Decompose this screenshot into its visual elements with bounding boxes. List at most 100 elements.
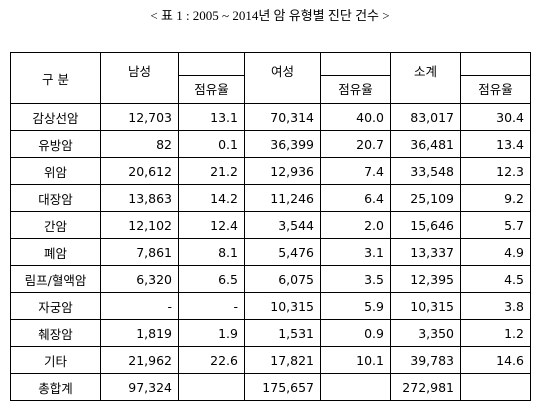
cell: 13.4 (460, 130, 531, 158)
cell: 20.7 (320, 130, 391, 158)
header-text: 점유율 (320, 75, 390, 103)
cell: 13,863 (100, 184, 179, 212)
cell: 175,657 (244, 373, 321, 401)
cell: 5,476 (244, 238, 321, 266)
header-text: 점유율 (460, 75, 530, 103)
row-label: 감상선암 (10, 103, 101, 131)
header-cell: 구 분 (10, 52, 101, 104)
cell: 22.6 (178, 346, 245, 374)
row-label: 총합계 (10, 373, 101, 401)
row-label: 췌장암 (10, 319, 101, 347)
cell: - (178, 292, 245, 320)
cell: 8.1 (178, 238, 245, 266)
total-row: 총합계 97,324 175,657 272,981 (10, 373, 531, 401)
cell: 6.4 (320, 184, 391, 212)
cell: 1,819 (100, 319, 179, 347)
cell: 10,315 (390, 292, 461, 320)
row-label: 위암 (10, 157, 101, 185)
cell: 272,981 (390, 373, 461, 401)
cell: 3,350 (390, 319, 461, 347)
data-row: 자궁암 - -10,315 5.9 10,315 3.8 (10, 292, 531, 320)
cell: 12,102 (100, 211, 179, 239)
cell: 21.2 (178, 157, 245, 185)
cell: 3,544 (244, 211, 321, 239)
cell: 12.4 (178, 211, 245, 239)
cell: 12,703 (100, 103, 179, 131)
cell: 36,399 (244, 130, 321, 158)
cell: 5.7 (460, 211, 531, 239)
cell: 17,821 (244, 346, 321, 374)
cell: 40.0 (320, 103, 391, 131)
data-row: 기타 21,962 22.6 17,821 10.1 39,783 14.6 (10, 346, 531, 374)
cell: 0.1 (178, 130, 245, 158)
table-title: < 표 1 : 2005 ~ 2014년 암 유형별 진단 건수 > (150, 8, 390, 23)
row-label: 폐암 (10, 238, 101, 266)
cell (320, 373, 391, 401)
cell: - (100, 292, 179, 320)
cell: 14.6 (460, 346, 531, 374)
cell: 97,324 (100, 373, 179, 401)
cell (460, 373, 531, 401)
cell: 33,548 (390, 157, 461, 185)
cell: 2.0 (320, 211, 391, 239)
cell: 4.5 (460, 265, 531, 293)
header-cell: 점유율 (320, 52, 391, 104)
cell: 14.2 (178, 184, 245, 212)
cell: 82 (100, 130, 179, 158)
row-label: 림프/혈액암 (10, 265, 101, 293)
data-row: 폐암 7,861 8.1 5,476 3.1 13,337 4.9 (10, 238, 531, 266)
cell: 30.4 (460, 103, 531, 131)
row-label: 간암 (10, 211, 101, 239)
cell: 3.1 (320, 238, 391, 266)
header-cell: 점유율 (178, 52, 245, 104)
row-label: 유방암 (10, 130, 101, 158)
cell: 1.2 (460, 319, 531, 347)
cell: 13,337 (390, 238, 461, 266)
cell: 3.8 (460, 292, 531, 320)
cell: 70,314 (244, 103, 321, 131)
cell: 9.2 (460, 184, 531, 212)
cell: 15,646 (390, 211, 461, 239)
cell: 1,531 (244, 319, 321, 347)
header-row: 구 분 남성 점유율 여성 점유율 소계 점유율 (10, 52, 531, 104)
cell: 7.4 (320, 157, 391, 185)
cell: 12,936 (244, 157, 321, 185)
cell: 7,861 (100, 238, 179, 266)
row-label: 자궁암 (10, 292, 101, 320)
cell: 36,481 (390, 130, 461, 158)
cell: 5.9 (320, 292, 391, 320)
header-cell: 점유율 (460, 52, 531, 104)
header-cell: 여성 (244, 52, 321, 104)
data-row: 간암 12,102 12.4 3,544 2.0 15,646 5.7 (10, 211, 531, 239)
header-cell: 소계 (390, 52, 461, 104)
data-row: 감상선암 12,703 13.1 70,314 40.0 83,017 30.4 (10, 103, 531, 131)
cell: 0.9 (320, 319, 391, 347)
cell: 10,315 (244, 292, 321, 320)
cell: 6,320 (100, 265, 179, 293)
diagnosis-table: 구 분 남성 점유율 여성 점유율 소계 점유율 감상선암 12,703 13.1 70,314 4… (10, 52, 531, 401)
cell: 13.1 (178, 103, 245, 131)
cell: 25,109 (390, 184, 461, 212)
cell: 83,017 (390, 103, 461, 131)
cell: 6,075 (244, 265, 321, 293)
cell (178, 373, 245, 401)
cell: 6.5 (178, 265, 245, 293)
table-body: 감상선암 12,703 13.1 70,314 40.0 83,017 30.4 유방암 82 0… (10, 103, 531, 401)
cell: 11,246 (244, 184, 321, 212)
data-row: 림프/혈액암 6,320 6.5 6,075 3.5 12,395 4.5 (10, 265, 531, 293)
cell: 1.9 (178, 319, 245, 347)
header-cell: 남성 (100, 52, 179, 104)
cell: 20,612 (100, 157, 179, 185)
row-label: 대장암 (10, 184, 101, 212)
cell: 12.3 (460, 157, 531, 185)
header-text: 점유율 (178, 75, 244, 103)
data-row: 위암 20,612 21.2 12,936 7.4 33,548 12.3 (10, 157, 531, 185)
data-row: 대장암 13,863 14.2 11,246 6.4 25,109 9.2 (10, 184, 531, 212)
data-row: 유방암 82 0.1 36,399 20.7 36,481 13.4 (10, 130, 531, 158)
cell: 10.1 (320, 346, 391, 374)
data-row: 췌장암 1,819 1.9 1,531 0.9 3,350 1.2 (10, 319, 531, 347)
cell: 4.9 (460, 238, 531, 266)
row-label: 기타 (10, 346, 101, 374)
cell: 12,395 (390, 265, 461, 293)
